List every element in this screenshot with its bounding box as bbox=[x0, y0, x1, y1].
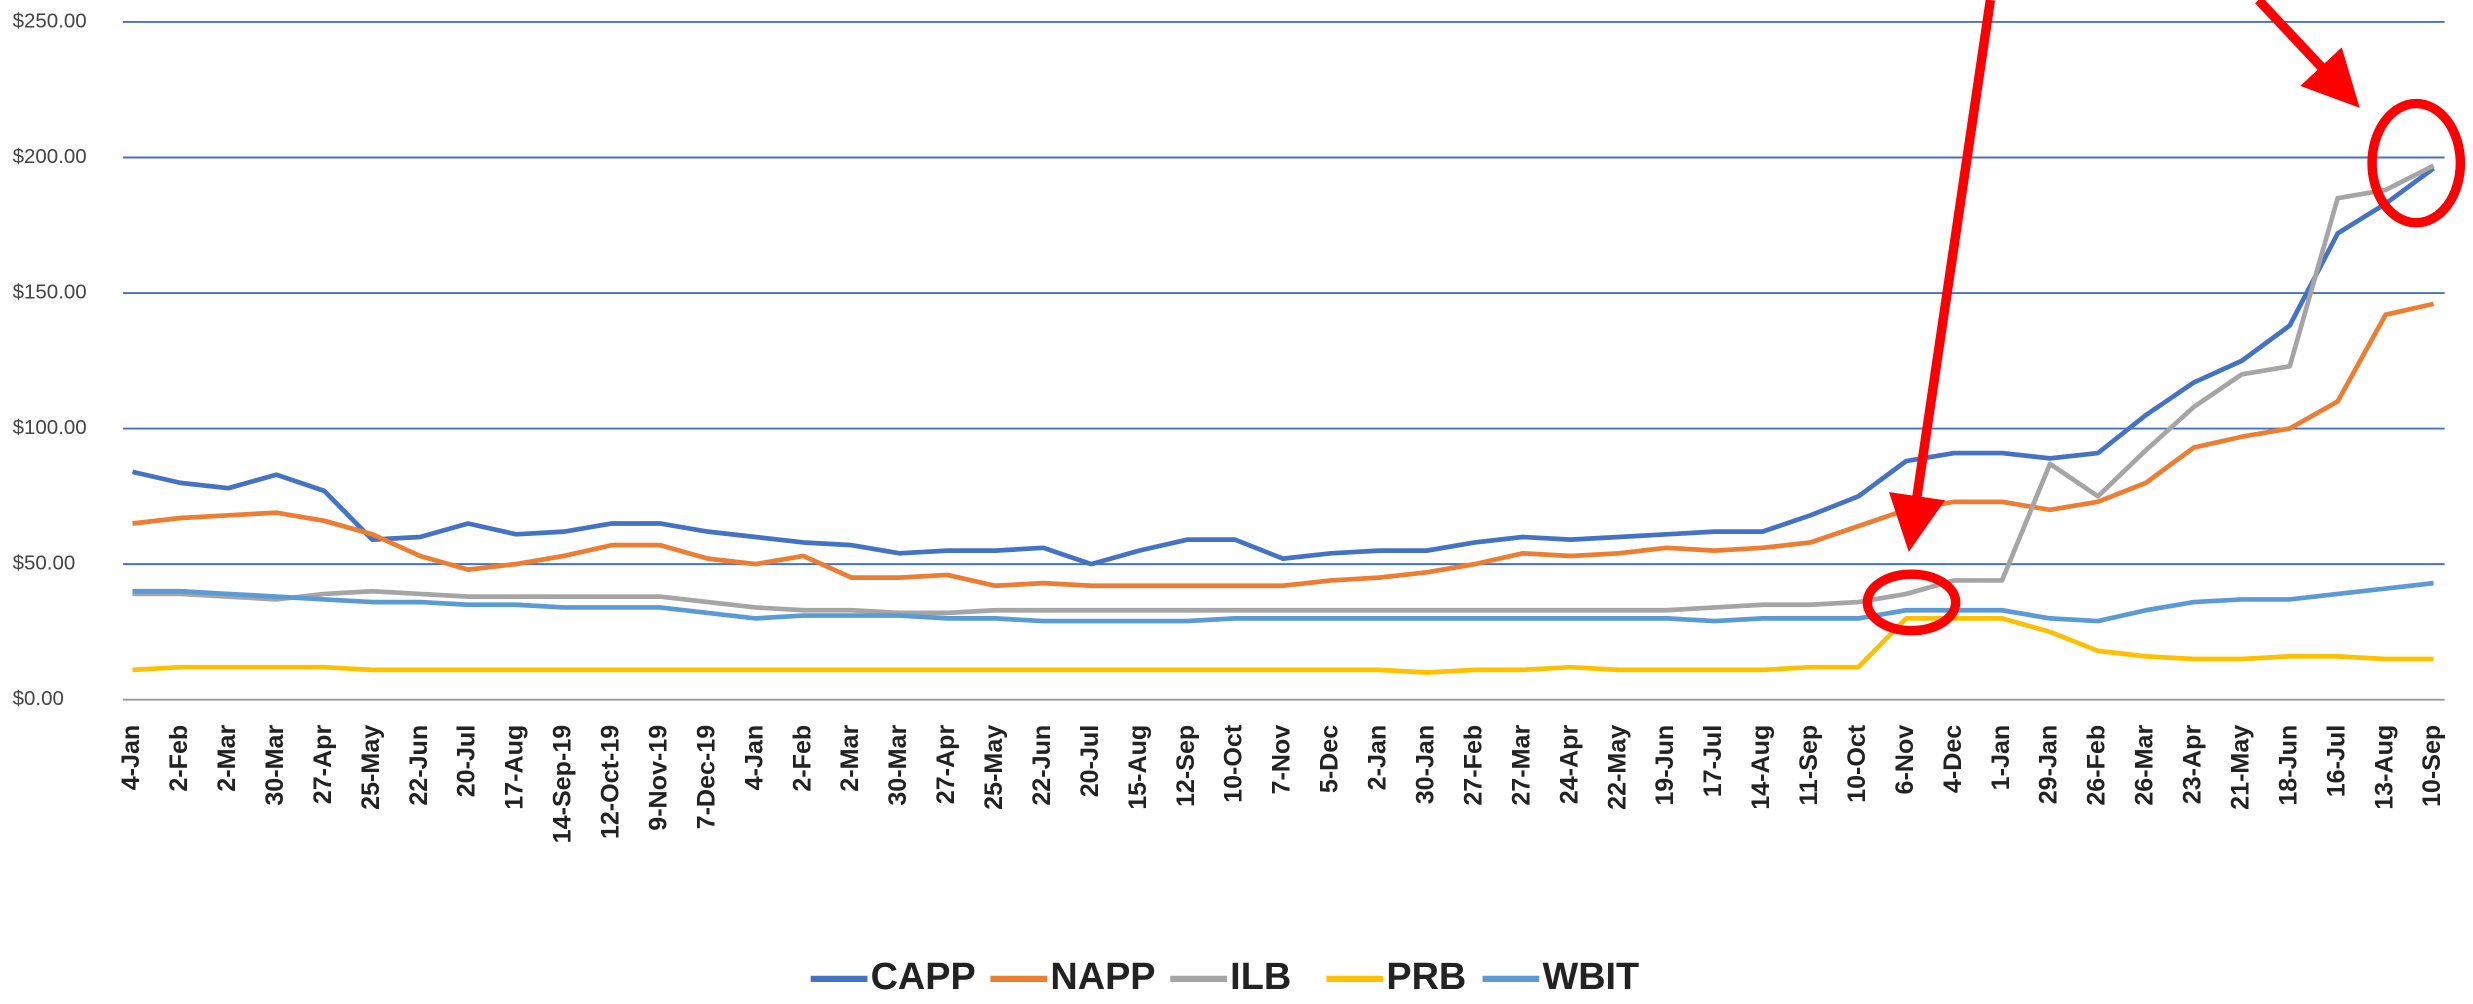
x-tick-label: 15-Aug bbox=[1124, 725, 1152, 810]
x-tick-label: 17-Jul bbox=[1699, 725, 1727, 798]
x-tick-label: 30-Mar bbox=[261, 725, 289, 806]
x-tick-label: 2-Mar bbox=[213, 725, 241, 792]
x-tick-label: 18-Jun bbox=[2274, 725, 2302, 806]
x-tick-label: 7-Dec-19 bbox=[692, 725, 720, 830]
x-tick-label: 2-Feb bbox=[788, 725, 816, 792]
x-tick-label: 13-Aug bbox=[2370, 725, 2398, 810]
x-tick-label: 27-Mar bbox=[1507, 725, 1535, 806]
arrow bbox=[2255, 0, 2360, 108]
x-tick-label: 4-Jan bbox=[740, 725, 768, 791]
x-tick-label: 21-May bbox=[2226, 725, 2254, 810]
y-tick-label: $200.00 bbox=[13, 145, 87, 168]
y-tick-label: $100.00 bbox=[13, 416, 87, 439]
x-tick-label: 22-May bbox=[1603, 725, 1631, 810]
series-line bbox=[131, 166, 2435, 567]
series-line bbox=[132, 301, 2435, 589]
x-tick-label: 22-Jun bbox=[405, 725, 433, 806]
x-tick-label: 9-Nov-19 bbox=[644, 725, 672, 831]
legend-label: PRB bbox=[1386, 955, 1466, 997]
x-tick-label: 23-Apr bbox=[2178, 725, 2206, 805]
y-tick-label: $50.00 bbox=[13, 552, 76, 575]
x-tick-label: 2-Jan bbox=[1364, 725, 1392, 791]
x-tick-label: 27-Apr bbox=[309, 725, 337, 805]
x-tick-label: 10-Sep bbox=[2418, 725, 2446, 807]
highlight-circle bbox=[1862, 569, 1961, 636]
x-tick-label: 1-Jan bbox=[1987, 725, 2015, 791]
x-tick-label: 25-May bbox=[357, 725, 385, 810]
x-tick-label: 20-Jul bbox=[1076, 725, 1104, 798]
x-tick-label: 14-Sep-19 bbox=[549, 725, 577, 844]
x-tick-label: 25-May bbox=[980, 725, 1008, 810]
annotations bbox=[1862, 0, 2466, 636]
x-tick-label: 22-Jun bbox=[1028, 725, 1056, 806]
highlight-circle bbox=[2367, 98, 2466, 228]
y-tick-label: $0.00 bbox=[13, 687, 64, 710]
x-tick-label: 19-Jun bbox=[1651, 725, 1679, 806]
x-tick-label: 10-Oct bbox=[1843, 724, 1871, 803]
series-line bbox=[132, 580, 2434, 624]
legend-label: NAPP bbox=[1050, 955, 1155, 997]
x-tick-label: 30-Jan bbox=[1411, 725, 1439, 805]
x-tick-label: 27-Apr bbox=[932, 725, 960, 805]
x-tick-label: 29-Jan bbox=[2035, 725, 2063, 805]
y-tick-label: $250.00 bbox=[13, 9, 87, 32]
x-tick-label: 11-Sep bbox=[1795, 725, 1823, 806]
x-tick-label: 26-Mar bbox=[2131, 725, 2159, 806]
x-tick-label: 17-Aug bbox=[501, 725, 529, 810]
arrow bbox=[1888, 0, 1996, 552]
x-tick-label: 16-Jul bbox=[2322, 725, 2350, 798]
x-tick-label: 7-Nov bbox=[1268, 725, 1296, 795]
legend-label: WBIT bbox=[1542, 955, 1639, 997]
y-tick-label: $150.00 bbox=[13, 280, 87, 303]
x-tick-label: 26-Feb bbox=[2083, 725, 2111, 806]
x-tick-label: 14-Aug bbox=[1747, 725, 1775, 810]
series-line bbox=[132, 163, 2435, 616]
x-tick-label: 24-Apr bbox=[1555, 725, 1583, 805]
x-tick-label: 5-Dec bbox=[1316, 725, 1344, 793]
x-tick-label: 4-Jan bbox=[117, 725, 145, 791]
x-tick-label: 6-Nov bbox=[1891, 725, 1919, 795]
x-tick-label: 12-Oct-19 bbox=[596, 725, 624, 839]
x-tick-label: 10-Oct bbox=[1220, 724, 1248, 803]
legend-label: ILB bbox=[1230, 955, 1291, 997]
x-tick-label: 20-Jul bbox=[453, 725, 481, 798]
legend-label: CAPP bbox=[871, 955, 976, 997]
x-tick-label: 2-Feb bbox=[165, 725, 193, 792]
x-tick-label: 12-Sep bbox=[1172, 725, 1200, 807]
series-line bbox=[132, 616, 2434, 675]
x-tick-label: 4-Dec bbox=[1939, 725, 1967, 793]
x-tick-label: 30-Mar bbox=[884, 725, 912, 806]
x-tick-label: 27-Feb bbox=[1459, 725, 1487, 806]
x-tick-label: 2-Mar bbox=[836, 725, 864, 792]
